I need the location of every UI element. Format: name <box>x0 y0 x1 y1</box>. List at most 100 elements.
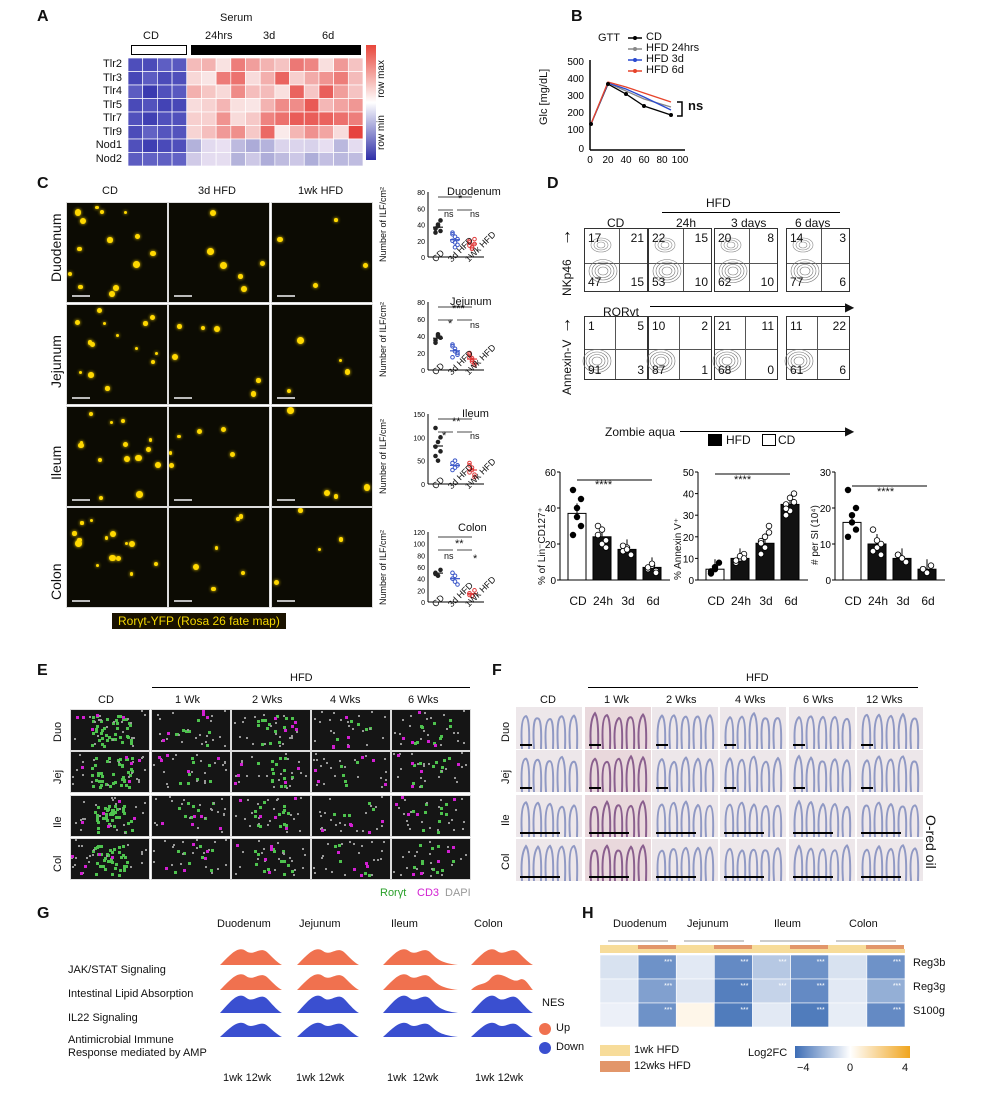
cd3-spot <box>133 817 137 821</box>
dapi-spot <box>291 771 294 774</box>
tick-label: 40 <box>683 490 695 501</box>
cd3-spot <box>447 849 451 853</box>
dapi-spot <box>82 773 85 776</box>
yfp-spot <box>107 237 113 243</box>
cd3-spot <box>367 831 371 835</box>
dapi-spot <box>233 722 236 725</box>
d-arrow-up-2: ↑ <box>563 314 572 334</box>
yfp-spot <box>95 564 99 568</box>
yfp-spot <box>109 530 116 537</box>
dapi-spot <box>319 721 322 724</box>
f-row-duo: Duo <box>500 721 512 742</box>
cd3-spot <box>274 816 278 820</box>
time-6d: 6d <box>322 30 335 42</box>
scale-bar <box>520 876 560 878</box>
heat-cell <box>142 125 158 140</box>
flow-plot: 17 21 47 15 <box>584 228 648 292</box>
dapi-spot <box>223 814 226 817</box>
gate-h <box>649 349 711 350</box>
rorgt-spot <box>96 774 100 778</box>
yfp-spot <box>286 388 291 394</box>
dapi-spot <box>370 710 373 713</box>
h-gene-s100g: S100g <box>913 1005 945 1017</box>
cd3-spot <box>192 814 196 818</box>
rorgt-spot <box>110 850 114 854</box>
rorgt-spot <box>271 772 275 776</box>
dapi-spot <box>112 739 115 742</box>
dapi-spot <box>80 844 83 847</box>
d-legend-hfd-swatch <box>708 434 722 446</box>
e-stain-dapi: DAPI <box>445 887 471 899</box>
dapi-spot <box>141 710 144 713</box>
yfp-spot <box>150 251 156 257</box>
panel-label-a: A <box>37 8 49 25</box>
dapi-spot <box>181 802 184 805</box>
g-path-lipid: Intestinal Lipid Absorption <box>68 988 194 1000</box>
dapi-spot <box>411 752 414 755</box>
dapi-spot <box>210 720 213 723</box>
scale-bar <box>724 787 736 789</box>
rorgt-spot <box>107 757 111 761</box>
cd3-spot <box>411 761 415 765</box>
d-arrow-up-1: ↑ <box>563 226 572 246</box>
rorgt-spot <box>104 733 108 737</box>
rorgt-spot <box>451 859 455 863</box>
panel-label-e: E <box>37 662 48 679</box>
rorgt-spot <box>338 859 342 863</box>
svg-text:300: 300 <box>567 91 584 102</box>
dapi-spot <box>234 873 237 876</box>
dapi-spot <box>211 714 214 717</box>
f-tile <box>857 839 923 881</box>
rorgt-spot <box>184 815 188 819</box>
rorgt-spot <box>290 717 294 721</box>
data-point <box>844 533 852 540</box>
cd3-spot <box>161 739 165 743</box>
panel-label-c: C <box>37 175 49 192</box>
heat-cell <box>171 57 188 72</box>
annot-12wk <box>638 945 676 949</box>
dapi-spot <box>399 743 402 746</box>
rorgt-spot <box>110 860 114 864</box>
svg-text:80: 80 <box>656 155 668 166</box>
dapi-spot <box>171 845 174 848</box>
dapi-spot <box>407 850 410 853</box>
cd3-spot <box>111 855 115 859</box>
rorgt-spot <box>257 762 261 766</box>
rorgt-spot <box>412 782 416 786</box>
data-point <box>438 435 443 440</box>
rorgt-spot <box>177 807 181 811</box>
dapi-spot <box>313 717 316 720</box>
heat-cell <box>303 57 320 72</box>
g-tissue-duo: Duodenum <box>217 918 271 930</box>
data-point <box>469 246 475 252</box>
e-tile <box>231 751 311 793</box>
dapi-spot <box>339 822 342 825</box>
heat-cell <box>157 125 173 140</box>
data-point <box>790 499 798 506</box>
dapi-spot <box>277 797 280 800</box>
tick-label: 0 <box>421 368 425 375</box>
yfp-spot <box>109 291 115 297</box>
gene-label: Tlr4 <box>103 85 122 97</box>
dapi-spot <box>405 819 408 822</box>
dapi-spot <box>375 806 378 809</box>
dapi-spot <box>379 777 382 779</box>
dapi-spot <box>91 854 94 857</box>
e-stain-cd3: CD3 <box>417 887 440 899</box>
cd3-spot <box>129 761 133 765</box>
h-gene-reg3g: Reg3g <box>913 981 946 993</box>
yfp-spot <box>109 555 116 562</box>
dapi-spot <box>98 815 101 818</box>
cd3-spot <box>283 781 287 785</box>
scale-bar <box>174 600 192 602</box>
dapi-spot <box>371 873 374 876</box>
dapi-spot <box>178 733 181 736</box>
yfp-spot <box>135 346 139 350</box>
dapi-spot <box>122 824 125 827</box>
x-category-label: 24h <box>867 594 889 608</box>
heat-cell <box>675 978 715 1004</box>
villi <box>724 755 783 792</box>
yfp-spot <box>78 371 82 375</box>
dapi-spot <box>140 853 143 856</box>
ridge-shape <box>383 949 458 965</box>
